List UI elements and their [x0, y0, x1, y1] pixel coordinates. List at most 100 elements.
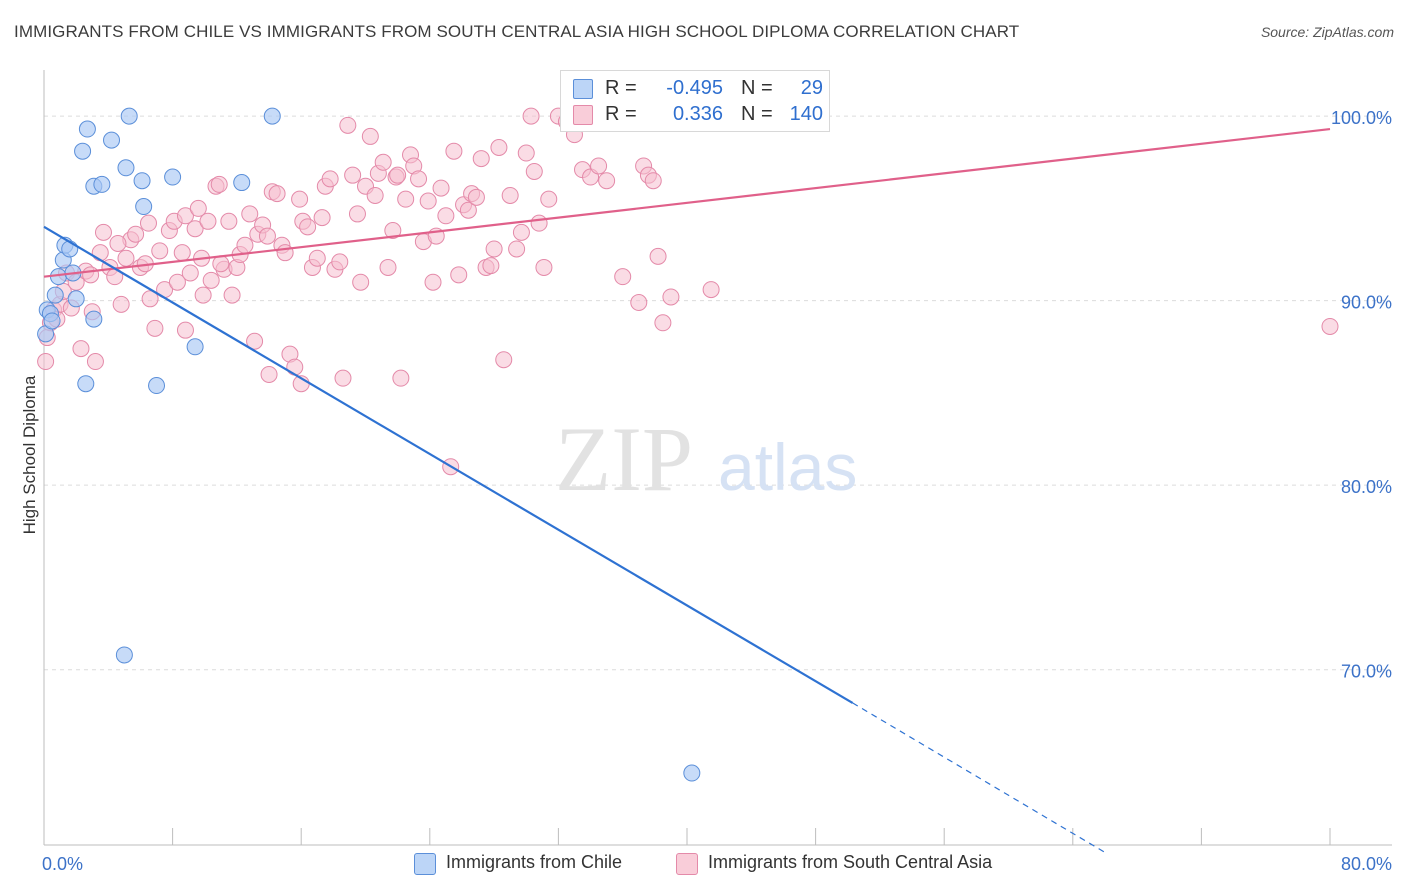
sca-point	[397, 190, 415, 208]
sca-point	[495, 351, 513, 369]
sca-point	[517, 144, 535, 162]
sca-point	[299, 218, 317, 236]
sca-point	[308, 249, 326, 267]
sca-point	[374, 153, 392, 171]
stats-legend: R = -0.495 N = 29 R = 0.336 N = 140	[560, 70, 830, 132]
chile-point	[93, 175, 111, 193]
sca-point	[501, 186, 519, 204]
legend-swatch-sca	[573, 105, 593, 125]
source-note: Source: ZipAtlas.com	[1260, 24, 1394, 40]
sca-point	[112, 295, 130, 313]
sca-point	[141, 290, 159, 308]
sca-point	[223, 286, 241, 304]
sca-point	[662, 288, 680, 306]
sca-point	[202, 271, 220, 289]
sca-point	[117, 249, 135, 267]
sca-point	[445, 142, 463, 160]
tick-labels: 70.0% 80.0% 90.0% 100.0% 0.0% 80.0%	[42, 108, 1392, 874]
sca-point	[379, 258, 397, 276]
chile-point	[85, 310, 103, 328]
sca-point	[334, 369, 352, 387]
watermark: ZIP atlas	[555, 408, 857, 510]
legend-r-value: -0.495	[666, 77, 723, 99]
axes	[43, 70, 1392, 846]
sca-point	[286, 358, 304, 376]
sca-point	[220, 212, 238, 230]
sca-point	[210, 175, 228, 193]
sca-point	[173, 244, 191, 262]
sca-point	[109, 234, 127, 252]
y-axis-label: High School Diploma	[20, 375, 39, 535]
legend-r-label: R =	[605, 103, 637, 125]
sca-point	[313, 209, 331, 227]
legend-n-value: 140	[789, 103, 823, 125]
sca-point	[384, 222, 402, 240]
sca-point	[186, 220, 204, 238]
sca-point	[485, 240, 503, 258]
sca-point	[702, 281, 720, 299]
sca-point	[268, 185, 286, 203]
bottom-swatch-sca	[676, 853, 698, 875]
chile-point	[117, 159, 135, 177]
chile-point	[78, 120, 96, 138]
sca-point	[590, 157, 608, 175]
x-tick-label: 0.0%	[42, 854, 83, 874]
legend-n-label: N =	[741, 103, 773, 125]
sca-trend-line	[43, 127, 1331, 278]
sca-point	[212, 255, 230, 273]
sca-point	[321, 170, 339, 188]
sca-point	[94, 223, 112, 241]
chile-point	[164, 168, 182, 186]
chile-point	[133, 172, 151, 190]
sca-point	[525, 162, 543, 180]
sca-point	[467, 188, 485, 206]
sca-point	[276, 244, 294, 262]
chile-point	[61, 240, 79, 258]
sca-point	[482, 257, 500, 275]
chile-trend-line	[43, 225, 854, 704]
chile-point	[135, 198, 153, 216]
sca-point	[1321, 317, 1339, 335]
chile-point	[120, 107, 138, 125]
chile-point	[67, 290, 85, 308]
y-tick-label: 70.0%	[1341, 662, 1392, 682]
sca-point	[86, 353, 104, 371]
sca-point	[176, 321, 194, 339]
sca-point	[139, 214, 157, 232]
sca-point	[472, 150, 490, 168]
sca-point	[392, 369, 410, 387]
sca-point	[614, 268, 632, 286]
chile-point	[233, 174, 251, 192]
bottom-label-sca: Immigrants from South Central Asia	[708, 852, 993, 872]
legend-r-value: 0.336	[672, 103, 723, 125]
chile-point	[77, 375, 95, 393]
sca-point	[649, 247, 667, 265]
sca-point	[630, 294, 648, 311]
y-tick-label: 100.0%	[1331, 108, 1392, 128]
legend-n-label: N =	[741, 77, 773, 99]
sca-point	[512, 223, 530, 241]
chile-point	[103, 131, 121, 149]
sca-point	[348, 205, 366, 223]
sca-point	[246, 332, 264, 350]
chile-point	[263, 107, 281, 125]
sca-point	[437, 207, 455, 225]
chart-title: IMMIGRANTS FROM CHILE VS IMMIGRANTS FROM…	[14, 22, 1020, 41]
bottom-label-chile: Immigrants from Chile	[446, 852, 623, 872]
sca-point	[181, 264, 199, 282]
watermark-atlas: atlas	[718, 430, 857, 504]
sca-point	[366, 186, 384, 204]
chile-points	[37, 107, 701, 782]
sca-point	[199, 212, 217, 230]
chile-point	[186, 338, 204, 356]
sca-point	[530, 214, 548, 232]
sca-point	[146, 319, 164, 337]
sca-point	[535, 258, 553, 276]
y-tick-label: 90.0%	[1341, 293, 1392, 313]
sca-point	[151, 242, 169, 260]
sca-point	[432, 179, 450, 197]
chile-point	[43, 312, 61, 330]
chile-trend-extension	[852, 702, 1106, 853]
sca-point	[361, 127, 379, 145]
